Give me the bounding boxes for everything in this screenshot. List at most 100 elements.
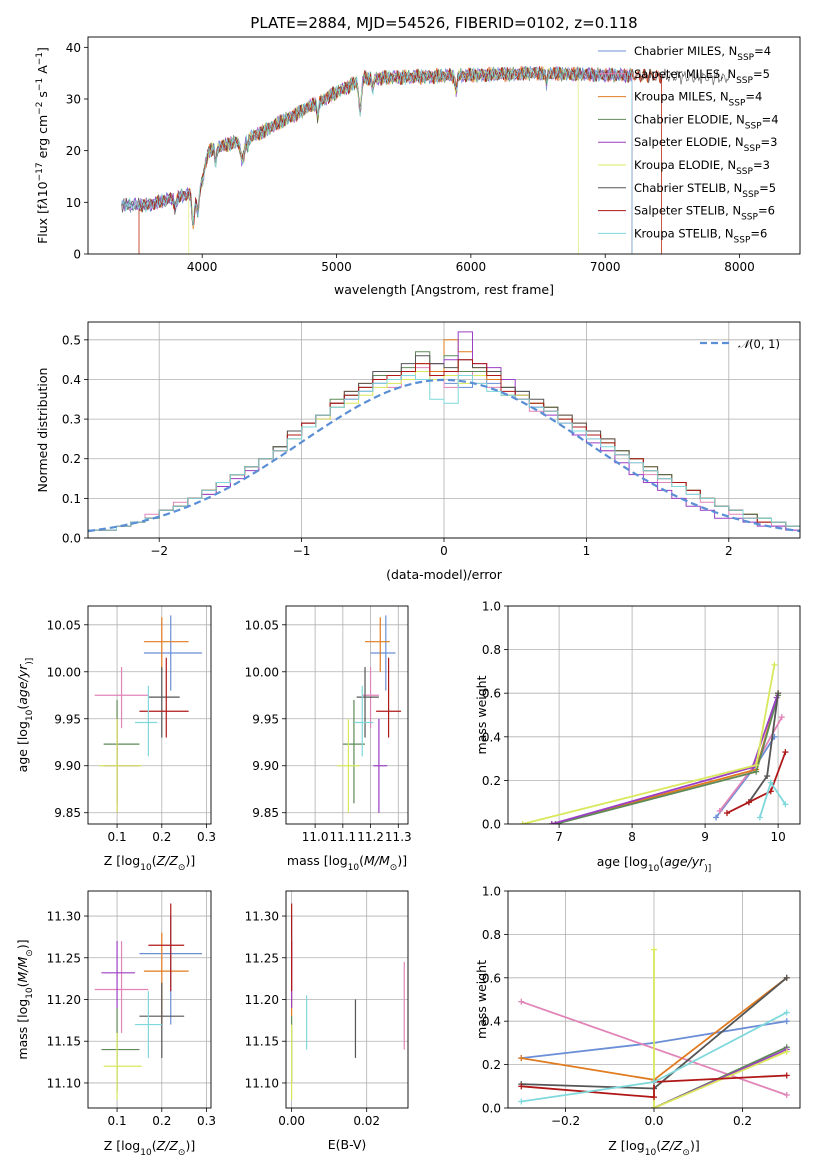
y-axis-label-part: A xyxy=(35,65,50,78)
x-axis-label-part: ⊙ xyxy=(390,863,398,873)
x-axis-label-part: Z/Z xyxy=(156,1138,179,1153)
legend-entry-part: Salpeter MILES, N xyxy=(634,67,736,81)
x-tick-label: 8 xyxy=(628,830,636,844)
error-point-chabrier-stelib xyxy=(139,982,185,1058)
y-axis-label-part: erg cm xyxy=(35,115,50,163)
y-tick-label: 40 xyxy=(66,41,81,55)
x-tick-label: 10 xyxy=(770,830,785,844)
x-tick-label: 11.0 xyxy=(302,830,329,844)
legend-entry-part: Kroupa ELODIE, N xyxy=(634,158,736,172)
legend-entry-part: Kroupa STELIB, N xyxy=(634,226,734,240)
error-point-kroupa-miles xyxy=(143,617,189,672)
y-tick-label: 11.20 xyxy=(47,993,81,1007)
x-tick-label: 8000 xyxy=(724,260,755,274)
x-axis-label-part: 10 xyxy=(348,863,360,873)
x-tick-label: 7 xyxy=(555,830,563,844)
spectrum-line-chabrier-stelib xyxy=(121,66,731,226)
y-axis-label-part: )] xyxy=(15,939,30,949)
x-tick-label: −0.2 xyxy=(551,1114,580,1128)
error-point-salpeter-stelib xyxy=(139,657,189,738)
spectrum-line-chabrier-miles xyxy=(121,65,633,254)
y-tick-label: 0.6 xyxy=(482,687,501,701)
weight-series-kroupa-stelib xyxy=(518,1009,790,1105)
x-tick-label: 0.1 xyxy=(108,1114,127,1128)
x-tick-label: 2 xyxy=(725,544,733,558)
y-tick-label: 11.10 xyxy=(245,1076,279,1090)
y-tick-label: 0.2 xyxy=(62,452,81,466)
y-axis-label-part: ( xyxy=(15,705,30,710)
spectrum-line-salpeter-elodie xyxy=(121,66,633,254)
x-tick-label: 0.3 xyxy=(197,830,216,844)
x-axis-label-part: ⊙ xyxy=(178,1148,186,1158)
x-axis-label-part: Z [log xyxy=(608,1138,644,1153)
x-axis-label-part: )] xyxy=(690,1138,700,1153)
panel-mass-vs-ebv: 0.00 0.02 11.10 11.15 11.20 11.25 11.30 E(B-V) xyxy=(245,890,409,1152)
weight-series-kroupa-miles xyxy=(548,690,782,824)
x-axis-label-part: ( xyxy=(659,854,664,869)
y-axis-label-part: ( xyxy=(15,982,30,987)
x-axis-label-part: Z/Z xyxy=(660,1138,683,1153)
x-axis-label-part: Z/Z xyxy=(156,853,179,868)
y-tick-label: 11.30 xyxy=(47,910,81,924)
x-axis-label-part: )] xyxy=(185,853,195,868)
x-tick-label: 0 xyxy=(440,544,448,558)
x-axis-label: Z [log10(Z/Z⊙)] xyxy=(608,1138,699,1158)
axes-frame xyxy=(87,605,212,825)
error-point-chabrier-elodie xyxy=(101,1007,140,1092)
x-tick-label: 1 xyxy=(583,544,591,558)
legend-entry: Chabrier STELIB, NSSP=5 xyxy=(634,181,776,200)
y-axis-label-part: mass [log xyxy=(15,999,30,1060)
axes-frame xyxy=(87,321,801,539)
legend-entry-part: Salpeter ELODIE, N xyxy=(634,135,744,149)
y-tick-label: 9.95 xyxy=(252,712,279,726)
weight-line xyxy=(726,751,787,814)
error-point-kroupa-stelib xyxy=(353,685,374,757)
weight-series-chabrier-elodie xyxy=(552,692,782,824)
error-point-salpeter-elodie xyxy=(373,718,388,813)
legend-entry-normal-part: (0, 1) xyxy=(749,337,780,351)
y-tick-label: 10.00 xyxy=(47,665,81,679)
y-axis-label: mass weight xyxy=(474,960,489,1039)
x-axis-label: Z [log10(Z/Z⊙)] xyxy=(104,853,195,873)
error-point-chabrier-stelib xyxy=(148,667,180,738)
x-axis-label: mass [log10(M/M⊙)] xyxy=(287,853,407,873)
y-axis-label: age [log10(age/yr)] xyxy=(15,658,35,773)
legend-entry-part: Chabrier ELODIE, N xyxy=(634,112,745,126)
legend-entry: Salpeter MILES, NSSP=5 xyxy=(634,67,770,86)
y-tick-label: 11.10 xyxy=(47,1076,81,1090)
legend-entry-part: SSP xyxy=(737,53,754,63)
plot-area xyxy=(121,65,731,254)
y-axis-label: Normed distribution xyxy=(35,368,50,493)
weight-series-salpeter-stelib xyxy=(724,749,789,817)
x-axis-label-part: M/M xyxy=(364,853,390,868)
legend-entry: Kroupa ELODIE, NSSP=3 xyxy=(634,158,770,177)
y-tick-label: 0.1 xyxy=(62,492,81,506)
legend-entry-part: SSP xyxy=(741,213,758,223)
y-axis-label: Flux [fλ10−17 erg cm−2 s−1 A−1] xyxy=(35,47,50,244)
legend-entry-part: SSP xyxy=(736,76,753,86)
y-tick-label: 11.25 xyxy=(245,951,279,965)
y-tick-label: 10.05 xyxy=(245,618,279,632)
y-tick-label: 0.5 xyxy=(62,333,81,347)
weight-line xyxy=(653,949,788,1108)
y-axis-label-part: −1 xyxy=(35,52,45,65)
x-tick-label: 0.2 xyxy=(733,1114,752,1128)
y-axis-label-part: age [log xyxy=(15,721,30,772)
y-tick-label: 0.8 xyxy=(482,928,501,942)
legend-entry-part: =6 xyxy=(758,204,775,218)
y-axis-label-part: 10 xyxy=(35,181,50,197)
y-tick-label: 0.2 xyxy=(482,1058,501,1072)
y-axis-label-part: s xyxy=(35,91,50,102)
y-tick-label: 0.3 xyxy=(62,413,81,427)
x-tick-label: 0.02 xyxy=(353,1114,380,1128)
y-tick-label: 9.85 xyxy=(252,806,279,820)
histogram-kroupa-stelib xyxy=(88,375,800,531)
error-point-kroupa-miles xyxy=(365,617,390,672)
y-tick-label: 0.6 xyxy=(482,971,501,985)
x-tick-label: 4000 xyxy=(187,260,218,274)
x-axis-label-part: )] xyxy=(185,1138,195,1153)
x-tick-label: −2 xyxy=(150,544,168,558)
x-axis-label-part: 10 xyxy=(645,1148,657,1158)
y-axis-label-part: 10 xyxy=(25,709,35,721)
